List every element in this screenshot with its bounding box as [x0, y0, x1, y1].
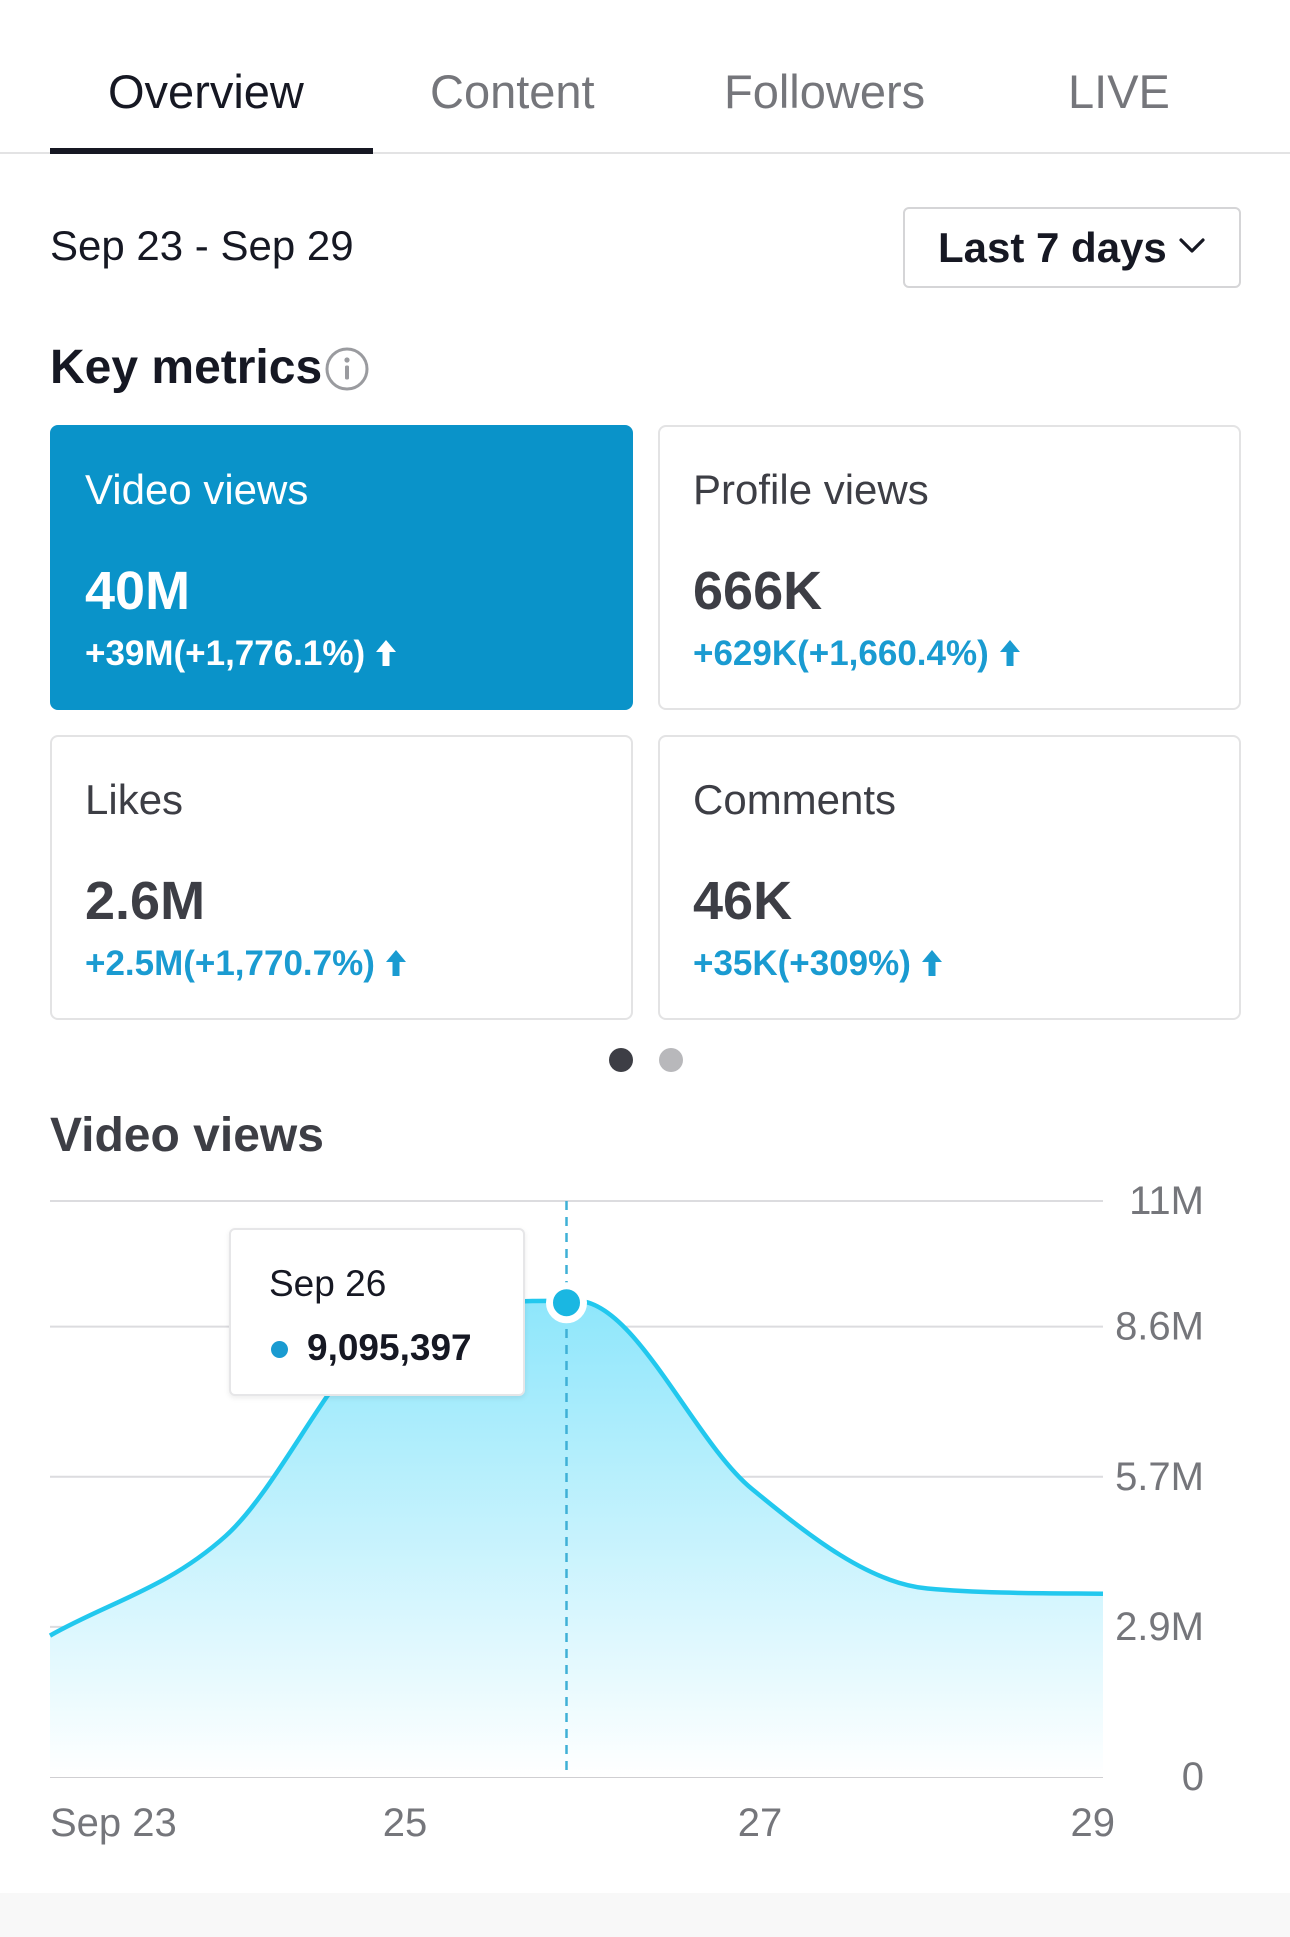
chart-point[interactable] [220, 1530, 232, 1542]
metric-card-profile-views[interactable]: Profile views 666K +629K(+1,660.4%) [658, 425, 1241, 710]
tooltip-series-dot [271, 1341, 288, 1358]
range-dropdown-label: Last 7 days [938, 224, 1167, 271]
arrow-up-icon [921, 950, 942, 976]
metric-delta-text: +39M(+1,776.1%) [85, 634, 366, 673]
arrow-up-icon [385, 950, 406, 976]
y-tick-label: 8.6M [1115, 1305, 1204, 1349]
chart-highlight-point[interactable] [546, 1282, 587, 1324]
date-range-label: Sep 23 - Sep 29 [50, 222, 354, 269]
metric-label: Profile views [693, 466, 929, 513]
key-metrics-title: Key metrics [50, 341, 323, 394]
tab-followers[interactable]: Followers [724, 65, 926, 118]
metric-card-likes[interactable]: Likes 2.6M +2.5M(+1,770.7%) [50, 735, 633, 1020]
metric-delta-text: +2.5M(+1,770.7%) [85, 944, 375, 983]
metric-value: 666K [693, 561, 823, 621]
metric-delta: +629K(+1,660.4%) [693, 631, 1021, 677]
y-tick-label: 0 [1182, 1755, 1204, 1799]
chart-point[interactable] [44, 1630, 56, 1642]
metric-value: 40M [85, 561, 191, 621]
bottom-band [0, 1893, 1290, 1937]
metric-label: Video views [85, 466, 309, 513]
metric-label: Likes [85, 776, 184, 823]
chart-point[interactable] [1097, 1588, 1109, 1600]
tab-live[interactable]: LIVE [1068, 65, 1170, 118]
active-tab-indicator [50, 148, 373, 154]
metric-delta: +2.5M(+1,770.7%) [85, 941, 407, 987]
chart-point[interactable] [922, 1582, 934, 1594]
metric-delta: +39M(+1,776.1%) [85, 631, 397, 677]
tooltip-date: Sep 26 [269, 1263, 387, 1304]
tab-content[interactable]: Content [430, 65, 595, 118]
chart-area-fill [50, 1300, 1103, 1777]
metric-delta-text: +35K(+309%) [693, 944, 911, 983]
x-tick-label: 27 [738, 1801, 783, 1845]
x-tick-label: Sep 23 [50, 1801, 177, 1845]
metric-card-comments[interactable]: Comments 46K +35K(+309%) [658, 735, 1241, 1020]
tab-overview[interactable]: Overview [108, 65, 304, 118]
y-tick-label: 11M [1129, 1180, 1204, 1223]
metric-value: 2.6M [85, 871, 206, 931]
info-icon[interactable] [324, 346, 370, 392]
chevron-down-icon [1179, 238, 1205, 253]
x-tick-label: 29 [1071, 1801, 1116, 1845]
pager-dot-1[interactable] [609, 1048, 633, 1072]
metric-delta: +35K(+309%) [693, 941, 943, 987]
x-tick-label: 25 [383, 1801, 428, 1845]
metric-value: 46K [693, 871, 793, 931]
tab-bar: Overview Content Followers LIVE [0, 0, 1290, 154]
y-tick-label: 2.9M [1115, 1605, 1204, 1649]
metric-delta-text: +629K(+1,660.4%) [693, 634, 989, 673]
pager-dot-2[interactable] [659, 1048, 683, 1072]
metric-card-video-views[interactable]: Video views 40M +39M(+1,776.1%) [50, 425, 633, 710]
arrow-up-icon [999, 640, 1020, 666]
y-tick-label: 5.7M [1115, 1455, 1204, 1499]
chart-tooltip: Sep 26 9,095,397 [229, 1228, 525, 1396]
metric-label: Comments [693, 776, 897, 823]
arrow-up-icon [376, 640, 397, 666]
range-dropdown[interactable]: Last 7 days [903, 207, 1241, 288]
video-views-chart[interactable]: 0 2.9M 5.7M 8.6M 11M Sep 23 25 27 29 [0, 1180, 1290, 1860]
tooltip-value: 9,095,397 [307, 1327, 472, 1368]
chart-point[interactable] [746, 1483, 758, 1495]
chart-title: Video views [50, 1109, 324, 1162]
